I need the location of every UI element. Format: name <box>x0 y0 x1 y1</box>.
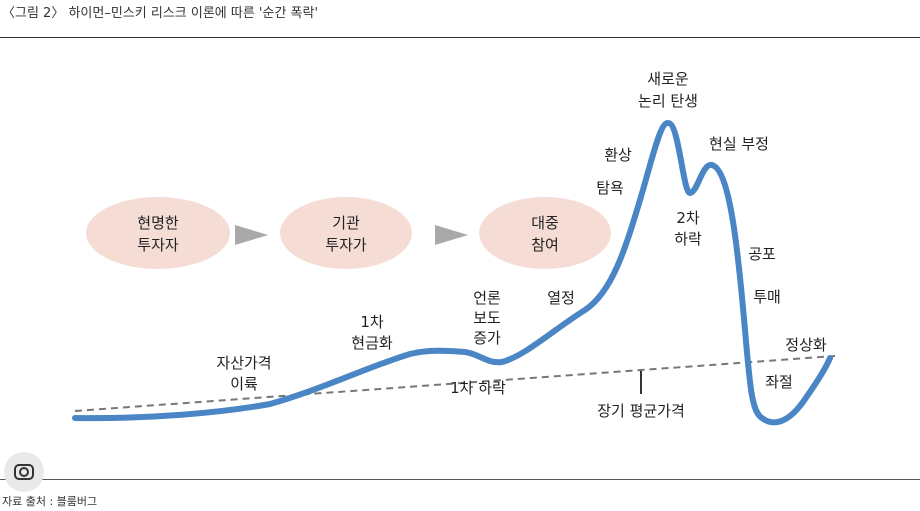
label-long-term-mean: 장기 평균가격 <box>597 402 685 420</box>
label-capitulation: 투매 <box>753 288 781 306</box>
label-enthusiasm: 열정 <box>547 289 575 307</box>
stage-bubble-smart-investors <box>86 197 230 269</box>
label-greed: 탐욕 <box>596 179 624 197</box>
label-second-decline-1: 2차 <box>676 209 700 227</box>
label-asset-takeoff-1: 자산가격 <box>216 354 271 372</box>
label-news-1: 언론 <box>473 289 501 307</box>
stage-bubble-institutional-investors <box>280 197 412 269</box>
label-normalization: 정상화 <box>785 336 827 354</box>
top-rule <box>0 37 920 38</box>
label-new-paradigm-2: 논리 탄생 <box>638 92 698 110</box>
label-denial: 현실 부정 <box>709 135 769 153</box>
lens-glyph <box>14 464 34 480</box>
stage-3-line2: 참여 <box>531 236 559 254</box>
stage-bubble-public-participation <box>479 197 611 269</box>
label-despair: 좌절 <box>765 373 793 391</box>
stage-3-line1: 대중 <box>531 214 559 232</box>
stage-2-line1: 기관 <box>332 214 360 232</box>
label-news-2: 보도 <box>473 309 501 327</box>
label-asset-takeoff-2: 이륙 <box>230 375 258 393</box>
label-second-decline-2: 하락 <box>674 230 702 248</box>
label-first-cash-1: 1차 <box>360 313 384 331</box>
figure-title: 〈그림 2〉 하이먼–민스키 리스크 이론에 따른 '순간 폭락' <box>2 6 319 21</box>
label-first-cash-2: 현금화 <box>351 334 393 352</box>
label-euphoria: 환상 <box>604 146 632 164</box>
bottom-rule <box>0 479 920 480</box>
label-news-3: 증가 <box>473 329 501 347</box>
long-term-mean-line <box>74 355 836 412</box>
stage-1-line2: 투자자 <box>137 236 179 254</box>
stage-arrow-1 <box>235 225 268 245</box>
label-new-paradigm-1: 새로운 <box>647 70 689 88</box>
stage-1-line1: 현명한 <box>137 214 179 232</box>
source-note: 자료 출처 : 블룸버그 <box>2 495 98 508</box>
lens-icon[interactable] <box>4 452 44 492</box>
stage-2-line2: 투자가 <box>325 236 367 254</box>
bubble-cycle-curve <box>72 120 833 426</box>
label-first-decline: 1차 하락 <box>450 379 506 397</box>
label-fear: 공포 <box>748 245 776 263</box>
stage-arrow-2 <box>435 225 468 245</box>
